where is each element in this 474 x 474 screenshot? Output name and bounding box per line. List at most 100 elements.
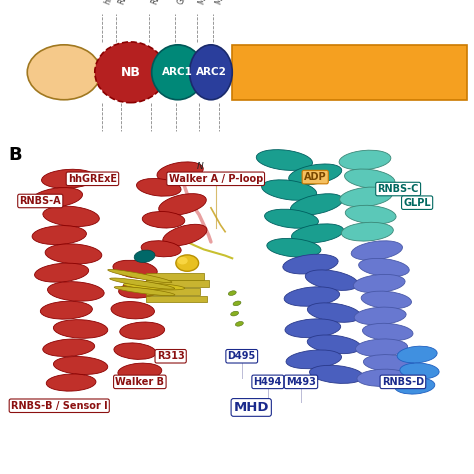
Ellipse shape [176,255,199,271]
Ellipse shape [307,335,361,354]
Text: H494: H494 [254,377,282,387]
Text: ARC1: ARC1 [162,67,193,77]
Text: Motif VII: Motif VII [177,139,197,172]
Text: GL.PL: GL.PL [176,0,192,6]
Ellipse shape [31,188,82,208]
Ellipse shape [118,363,162,380]
Text: R313: R313 [157,351,184,361]
Text: Walker B: Walker B [122,139,143,173]
Ellipse shape [262,180,317,201]
Ellipse shape [341,222,393,241]
Ellipse shape [190,45,232,100]
Ellipse shape [141,241,181,257]
Text: hhGRExE: hhGRExE [103,0,124,6]
Text: RNBS-C: RNBS-C [152,139,171,169]
Ellipse shape [345,205,396,224]
Text: Motif VIII: Motif VIII [198,0,219,6]
Ellipse shape [310,365,364,383]
Ellipse shape [27,45,100,100]
Text: RNBS-B: RNBS-B [150,0,169,6]
Ellipse shape [359,258,409,277]
Text: RNBS-C: RNBS-C [377,184,419,194]
FancyBboxPatch shape [146,288,200,295]
Ellipse shape [351,241,402,260]
Ellipse shape [95,42,166,103]
Ellipse shape [142,211,185,228]
Text: RNBS-D: RNBS-D [200,139,219,170]
Ellipse shape [42,169,96,188]
Text: RNBS-A: RNBS-A [117,0,136,6]
Ellipse shape [264,209,319,228]
Text: ARC2: ARC2 [195,67,227,77]
Text: B: B [9,146,22,164]
Ellipse shape [364,355,414,372]
Ellipse shape [54,356,108,374]
Ellipse shape [354,307,406,325]
Ellipse shape [397,346,437,363]
Ellipse shape [345,169,395,189]
Ellipse shape [152,45,204,100]
Ellipse shape [231,311,238,316]
Ellipse shape [35,263,89,282]
Ellipse shape [286,350,342,369]
Ellipse shape [118,282,161,298]
Ellipse shape [40,301,92,319]
Text: N: N [197,162,203,171]
Text: GLPL: GLPL [403,198,431,208]
Ellipse shape [177,257,188,264]
Ellipse shape [47,282,104,301]
Ellipse shape [159,194,206,215]
Ellipse shape [307,303,361,322]
Text: Walker A / P-loop: Walker A / P-loop [169,174,263,184]
Ellipse shape [134,250,155,263]
Ellipse shape [43,339,95,356]
Ellipse shape [110,278,174,289]
Ellipse shape [256,150,312,170]
Ellipse shape [54,319,108,338]
Text: P-loop: P-loop [103,139,120,164]
Ellipse shape [289,164,342,185]
Text: D495: D495 [228,351,256,361]
Ellipse shape [157,162,203,182]
Text: RNBS-A: RNBS-A [19,196,61,206]
Ellipse shape [292,224,344,243]
Text: RNBS-B / Sensor I: RNBS-B / Sensor I [11,401,108,411]
Text: M493: M493 [286,377,316,387]
Text: MHD: MHD [220,139,235,159]
Ellipse shape [284,287,340,306]
Text: Motif X: Motif X [214,0,233,6]
Text: MHD: MHD [234,401,269,414]
Ellipse shape [114,286,175,296]
Ellipse shape [339,150,391,170]
Ellipse shape [361,291,411,309]
Text: ADP: ADP [304,172,327,182]
Ellipse shape [120,322,164,339]
Ellipse shape [395,378,435,394]
Ellipse shape [43,206,100,227]
Ellipse shape [228,291,236,295]
Ellipse shape [363,323,413,341]
Ellipse shape [283,254,338,274]
Ellipse shape [357,369,409,386]
Ellipse shape [356,339,408,356]
FancyBboxPatch shape [146,295,207,302]
Ellipse shape [267,238,321,257]
Ellipse shape [111,301,155,319]
Text: hhGRExE: hhGRExE [68,174,117,184]
Ellipse shape [32,226,86,245]
Ellipse shape [285,319,341,337]
Ellipse shape [108,269,172,283]
Text: C: C [384,380,390,389]
Ellipse shape [137,179,181,196]
Ellipse shape [233,301,241,306]
Text: NB: NB [120,66,140,79]
Ellipse shape [305,270,358,291]
FancyBboxPatch shape [146,273,204,280]
FancyBboxPatch shape [232,45,467,100]
FancyBboxPatch shape [146,281,209,287]
Ellipse shape [163,224,207,246]
Text: RNBS-D: RNBS-D [382,377,424,387]
Ellipse shape [236,321,243,326]
Ellipse shape [45,244,102,264]
Ellipse shape [113,260,157,278]
